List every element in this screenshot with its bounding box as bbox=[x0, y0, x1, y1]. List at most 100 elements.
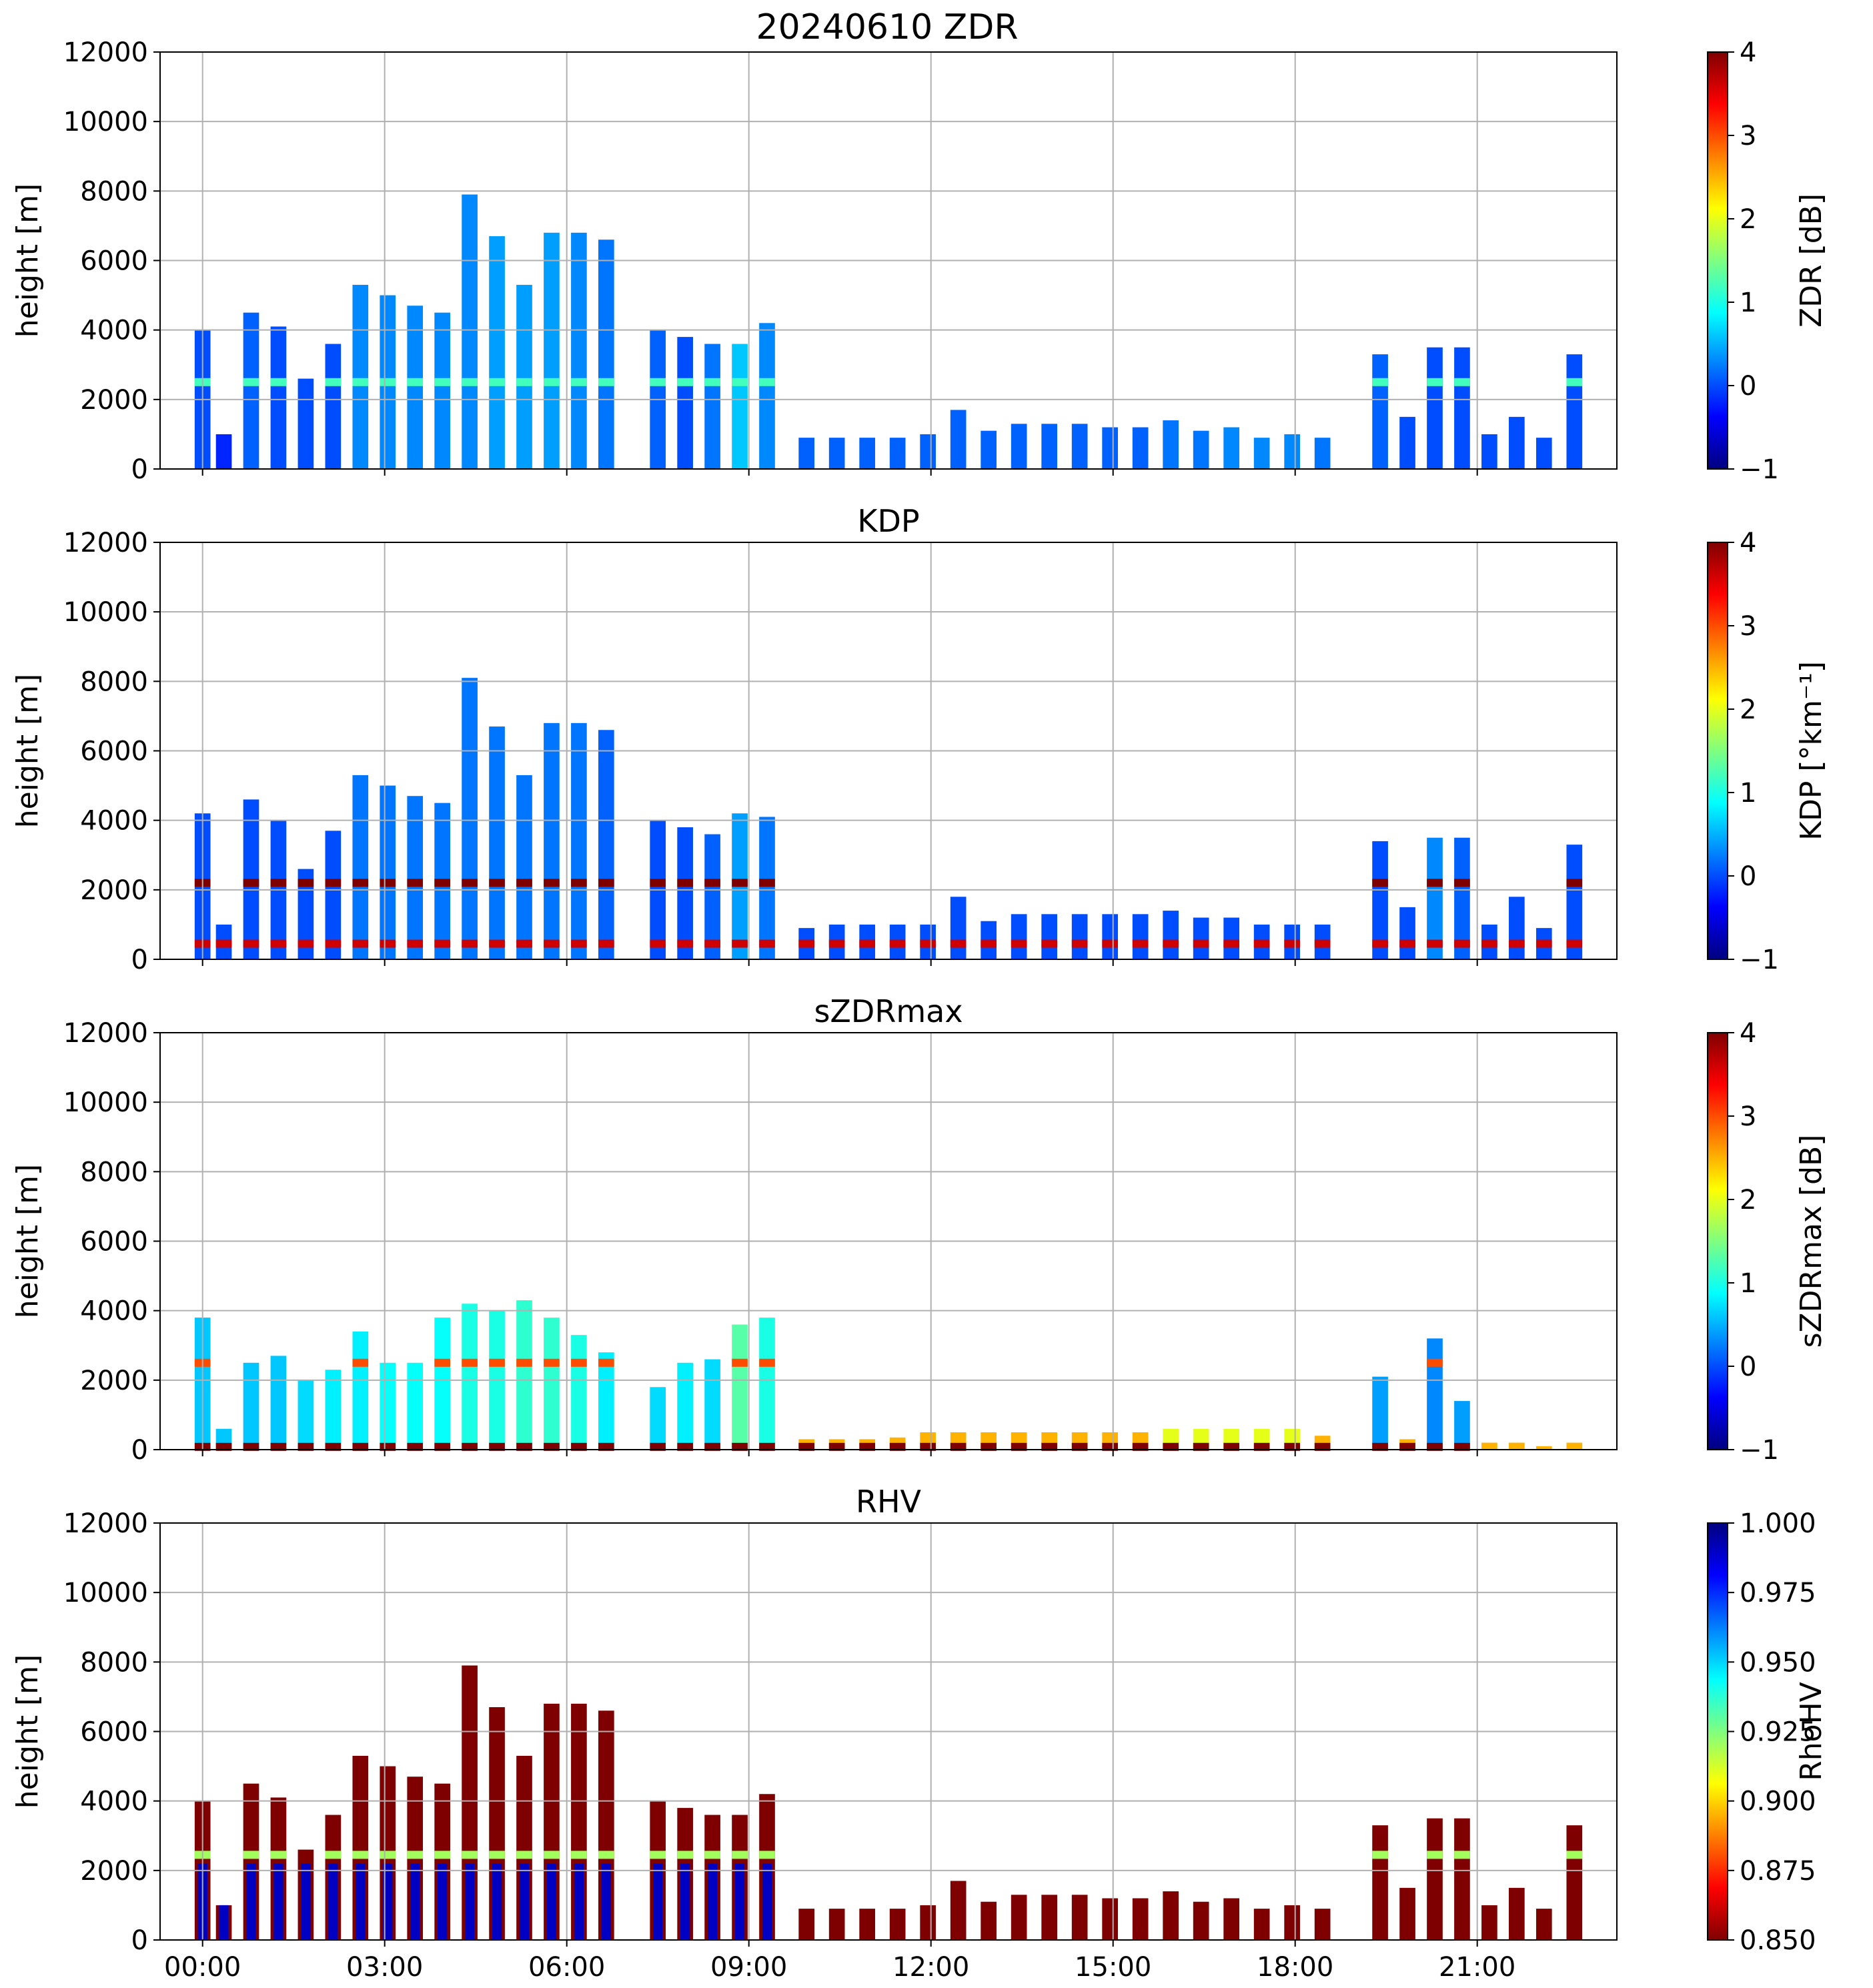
bright-band-cell bbox=[677, 879, 693, 887]
profile-column bbox=[325, 344, 342, 469]
profile-column bbox=[1372, 841, 1388, 959]
bright-band-cell bbox=[1132, 1442, 1149, 1451]
bright-band-cell bbox=[516, 1442, 532, 1451]
bright-band-cell bbox=[1041, 1442, 1057, 1451]
colorbar-tick-label: 3 bbox=[1740, 1101, 1756, 1132]
bright-band-cell bbox=[1427, 879, 1443, 887]
bright-band-cell bbox=[270, 1851, 287, 1859]
profile-column bbox=[950, 1881, 967, 1940]
profile-column bbox=[1011, 1895, 1027, 1940]
bright-band-cell bbox=[859, 939, 875, 948]
y-tick-label: 10000 bbox=[63, 1578, 148, 1608]
bright-band-cell bbox=[380, 879, 396, 887]
profile-column bbox=[1454, 347, 1470, 469]
profile-column bbox=[516, 775, 532, 959]
colorbar-label: sZDRmax [dB] bbox=[1794, 1135, 1828, 1348]
profile-column bbox=[243, 312, 259, 469]
bright-band-cell bbox=[981, 1442, 997, 1451]
profile-column bbox=[1372, 1825, 1388, 1940]
bright-band-cell bbox=[352, 939, 369, 948]
colorbar-tick-label: 1.000 bbox=[1740, 1508, 1816, 1539]
profile-column bbox=[516, 284, 532, 469]
lower-layer-cell bbox=[762, 1863, 772, 1940]
colorbar-label: KDP [°km⁻¹] bbox=[1794, 661, 1828, 841]
bright-band-cell bbox=[598, 1851, 614, 1859]
profile-column bbox=[489, 726, 505, 959]
bright-band-cell bbox=[352, 378, 369, 386]
bright-band-cell bbox=[1253, 939, 1270, 948]
bright-band-cell bbox=[950, 1442, 967, 1451]
profile-column bbox=[598, 1352, 614, 1450]
y-tick-label: 8000 bbox=[80, 1157, 148, 1187]
bright-band-cell bbox=[1427, 378, 1443, 386]
profile-column bbox=[1071, 1895, 1088, 1940]
bright-band-cell bbox=[759, 1442, 775, 1451]
bright-band-cell bbox=[650, 879, 666, 887]
bright-band-cell bbox=[1314, 1442, 1331, 1451]
panel-title: KDP bbox=[857, 503, 919, 539]
profile-column bbox=[544, 1318, 560, 1450]
profile-column bbox=[1566, 1825, 1583, 1940]
colorbar-tick-label: 3 bbox=[1740, 611, 1756, 642]
profile-column bbox=[407, 306, 424, 469]
profile-column bbox=[1163, 420, 1179, 469]
bright-band-cell bbox=[243, 939, 259, 948]
profile-column bbox=[950, 410, 967, 469]
bright-band-cell bbox=[732, 1851, 748, 1859]
y-tick-label: 12000 bbox=[63, 528, 148, 558]
bright-band-cell bbox=[489, 1358, 505, 1367]
bright-band-cell bbox=[571, 879, 587, 887]
colorbar-label: RhoHV bbox=[1794, 1682, 1828, 1781]
bright-band-cell bbox=[380, 378, 396, 386]
bright-band-cell bbox=[1102, 939, 1118, 948]
bright-band-cell bbox=[1041, 939, 1057, 948]
profile-column bbox=[1481, 1442, 1497, 1450]
lower-layer-cell bbox=[708, 1863, 718, 1940]
profile-column bbox=[1372, 354, 1388, 469]
profile-column bbox=[380, 1362, 396, 1450]
figure-title: 20240610 ZDR bbox=[756, 7, 1019, 47]
panel-4: RHV 0 2000 4000 6000 8000 10000 12000 height [m]… bbox=[11, 1484, 1828, 1983]
bright-band-cell bbox=[434, 1358, 450, 1367]
y-tick-label: 6000 bbox=[80, 246, 148, 277]
profile-column bbox=[1427, 837, 1443, 959]
lower-layer-cell bbox=[680, 1863, 690, 1940]
bright-band-cell bbox=[407, 939, 424, 948]
colorbar bbox=[1707, 1522, 1728, 1941]
lower-layer-cell bbox=[734, 1863, 745, 1940]
bright-band-cell bbox=[1566, 378, 1583, 386]
bright-band-cell bbox=[798, 939, 814, 948]
colorbar-tick-label: 4 bbox=[1740, 528, 1756, 558]
bright-band-cell bbox=[544, 1851, 560, 1859]
profile-column bbox=[1253, 1909, 1270, 1940]
profile-column bbox=[1223, 917, 1239, 959]
bright-band-cell bbox=[704, 1851, 720, 1859]
panel-title: sZDRmax bbox=[814, 993, 963, 1029]
profile-column bbox=[981, 430, 997, 469]
bright-band-cell bbox=[325, 939, 342, 948]
bright-band-cell bbox=[677, 1442, 693, 1451]
y-tick-label: 10000 bbox=[63, 107, 148, 137]
bright-band-cell bbox=[297, 939, 314, 948]
lower-layer-cell bbox=[465, 1863, 475, 1940]
lower-layer-cell bbox=[356, 1863, 366, 1940]
profile-column bbox=[889, 438, 906, 469]
x-tick-label: 18:00 bbox=[1257, 1952, 1333, 1983]
bright-band-cell bbox=[1454, 879, 1470, 887]
colorbar-tick-label: −1 bbox=[1740, 1435, 1779, 1466]
lower-layer-cell bbox=[410, 1863, 420, 1940]
bright-band-cell bbox=[270, 1442, 287, 1451]
bright-band-cell bbox=[1314, 939, 1331, 948]
colorbar-tick-label: −1 bbox=[1740, 454, 1779, 485]
profile-column bbox=[215, 434, 232, 469]
profile-column bbox=[434, 1318, 450, 1450]
bright-band-cell bbox=[1223, 939, 1239, 948]
bright-band-cell bbox=[1399, 939, 1415, 948]
profile-column bbox=[1132, 427, 1149, 469]
bright-band-cell bbox=[352, 1442, 369, 1451]
panel-3: sZDRmax 0 2000 4000 6000 8000 10000 12000 height… bbox=[11, 993, 1828, 1466]
y-tick-label: 12000 bbox=[63, 1508, 148, 1539]
profile-column bbox=[1427, 1338, 1443, 1450]
bright-band-cell bbox=[1566, 939, 1583, 948]
profile-column bbox=[1454, 1818, 1470, 1940]
